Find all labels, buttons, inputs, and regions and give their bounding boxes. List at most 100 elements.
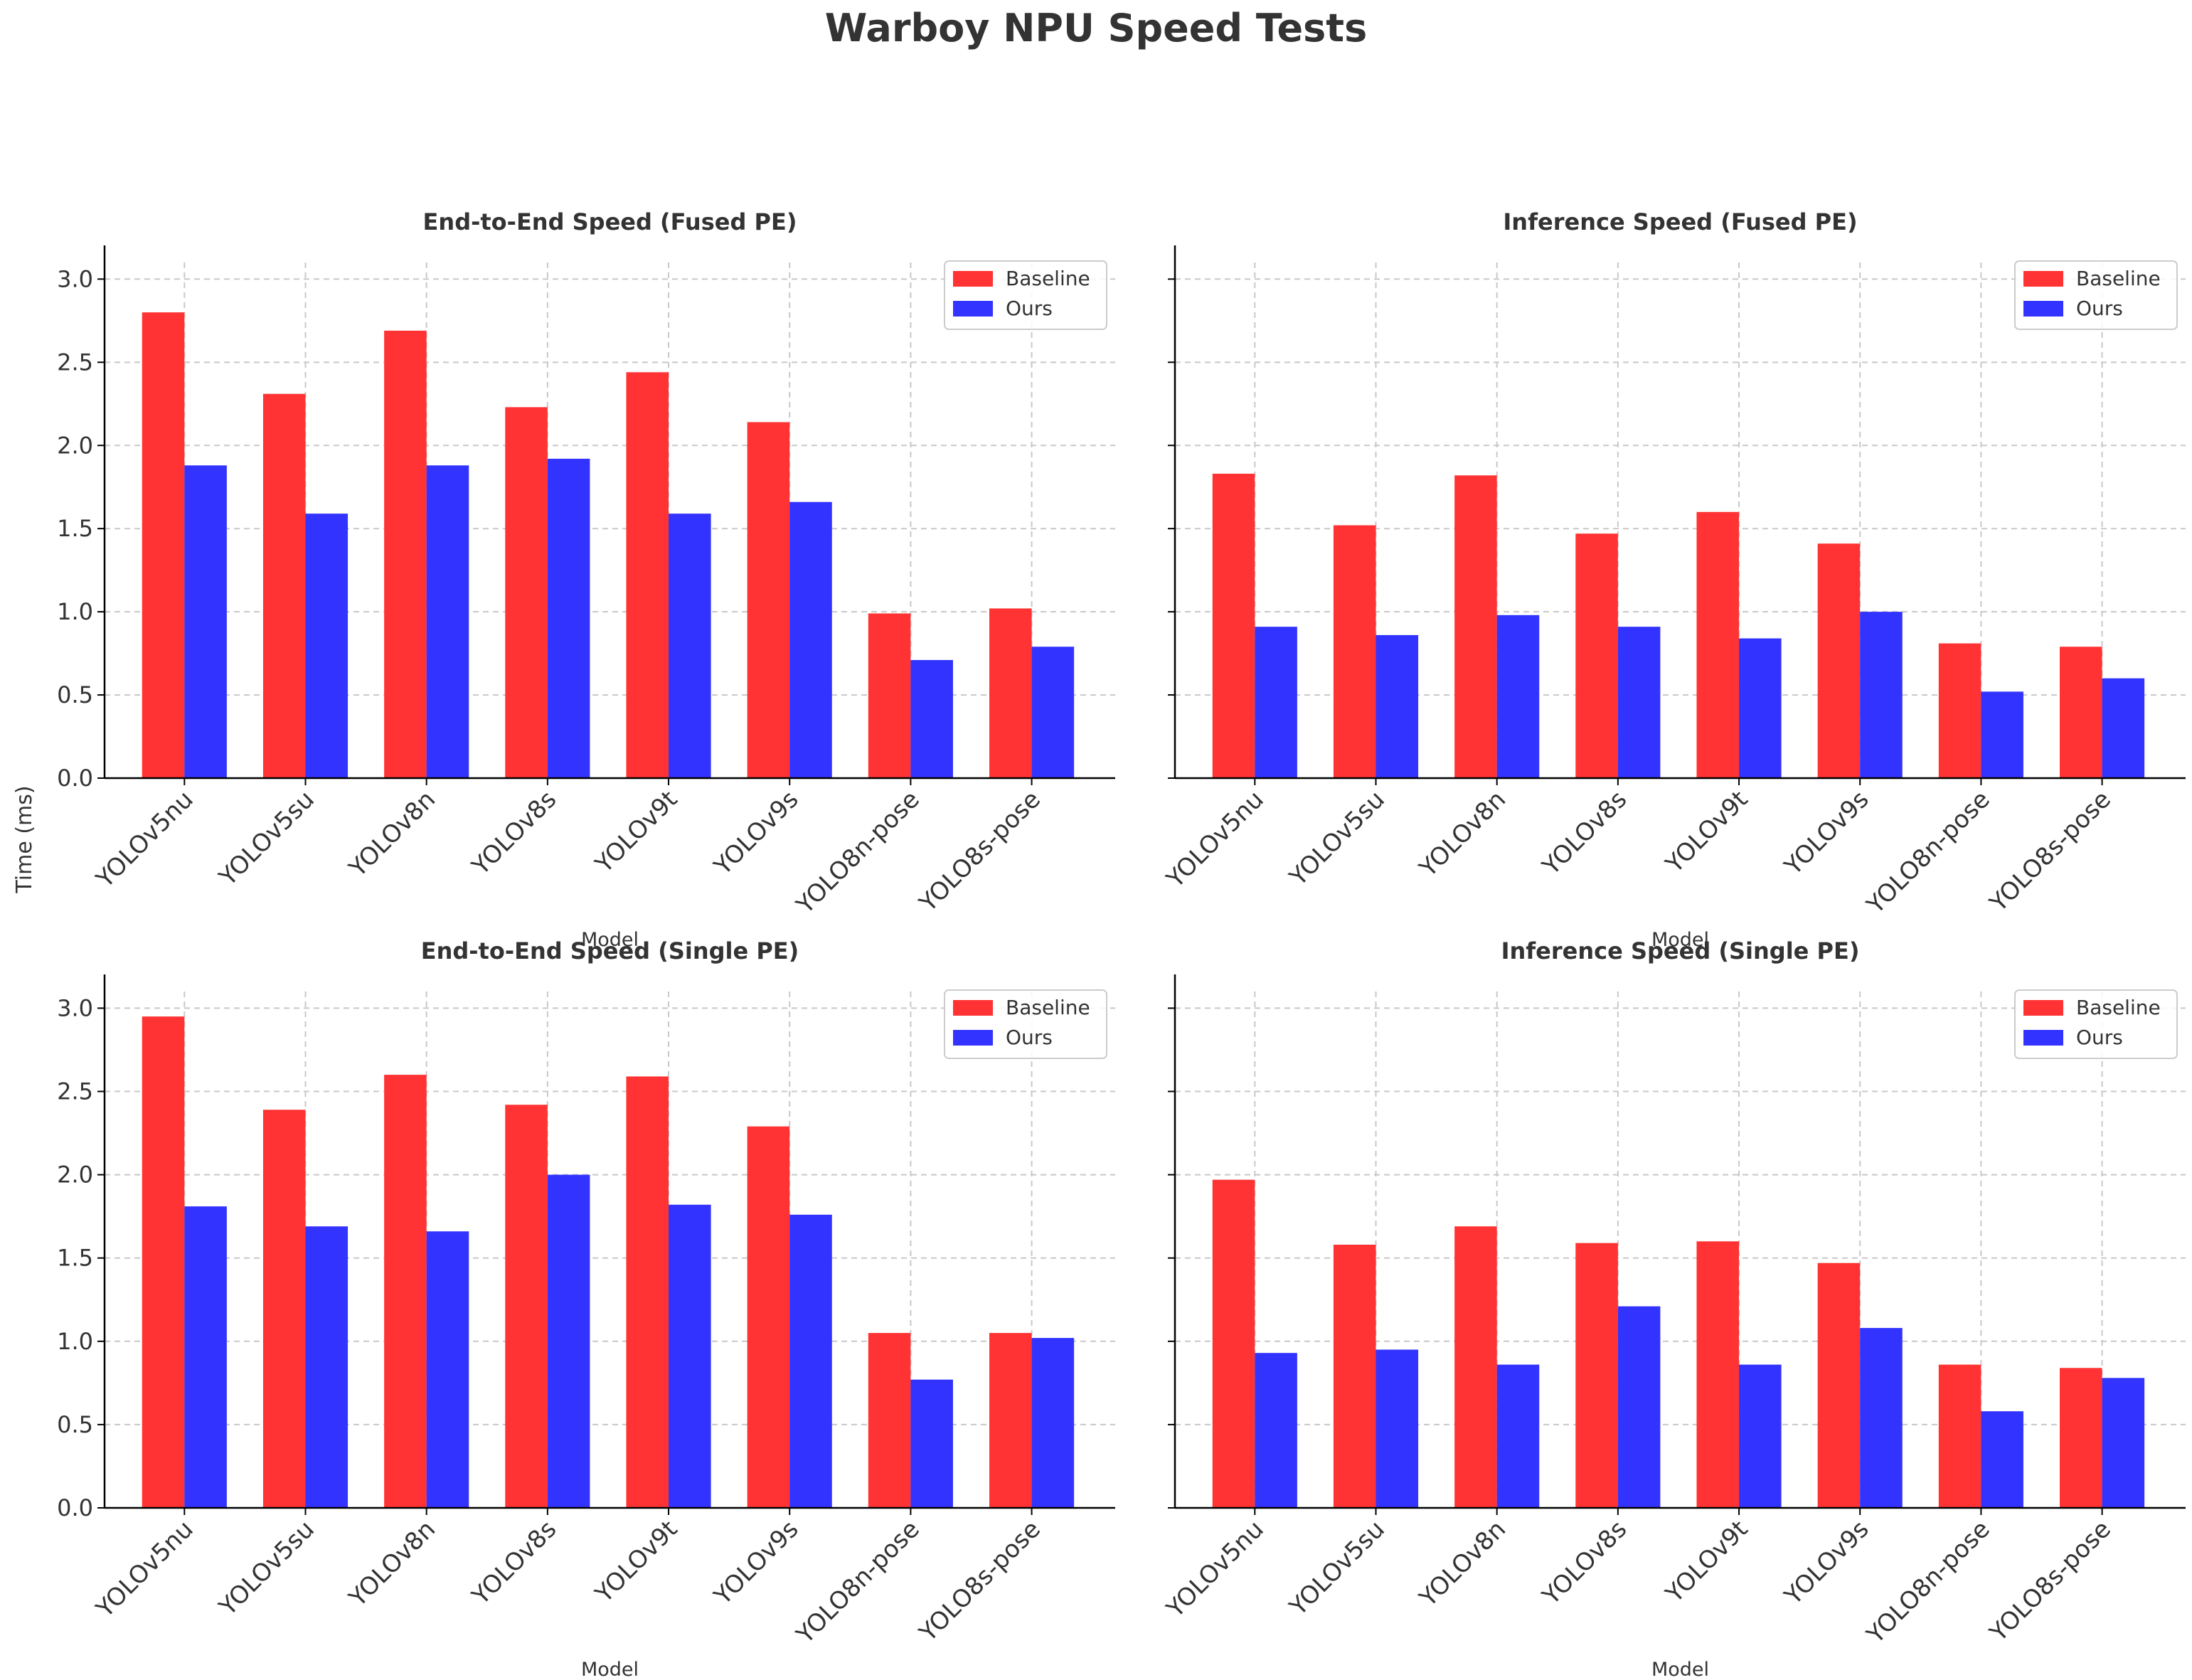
legend: Baseline Ours — [944, 989, 1107, 1059]
bar-ours-yolov5nu — [184, 1206, 227, 1508]
bar-ours-yolov8n — [1496, 1364, 1540, 1508]
legend-swatch-ours — [2023, 1030, 2063, 1046]
bar-ours-yolov9s — [1860, 1328, 1903, 1508]
bar-baseline-yolo8s-pose — [2060, 1368, 2102, 1508]
bar-baseline-yolo8n-pose — [1938, 1364, 1981, 1508]
y-tick-label: 2.0 — [57, 432, 93, 459]
x-axis-label: Model — [581, 929, 639, 951]
bar-ours-yolo8s-pose — [1031, 1338, 1075, 1508]
legend-label-baseline: Baseline — [1006, 996, 1090, 1019]
bar-ours-yolov8s — [1617, 1306, 1661, 1508]
bar-baseline-yolov5su — [262, 1110, 306, 1508]
bar-baseline-yolov9t — [626, 1076, 669, 1508]
bar-baseline-yolov9s — [747, 422, 790, 778]
bar-ours-yolo8s-pose — [2102, 678, 2145, 778]
y-tick-label: 2.5 — [57, 1078, 93, 1105]
bar-ours-yolov8s — [547, 458, 590, 778]
bar-ours-yolo8n-pose — [910, 1379, 953, 1508]
bar-baseline-yolov9s — [1817, 543, 1861, 778]
bar-ours-yolo8n-pose — [910, 659, 953, 778]
bar-ours-yolo8s-pose — [2102, 1378, 2145, 1508]
bar-baseline-yolo8n-pose — [868, 1333, 911, 1508]
bar-baseline-yolo8n-pose — [868, 613, 911, 778]
bar-ours-yolov9t — [669, 1204, 711, 1508]
legend-swatch-ours — [953, 1030, 993, 1046]
bar-baseline-yolov8s — [505, 407, 548, 778]
legend-label-baseline: Baseline — [2076, 267, 2161, 290]
legend-swatch-baseline — [953, 1000, 993, 1016]
x-axis-label: Model — [1651, 1659, 1709, 1680]
bar-ours-yolov9s — [789, 501, 832, 778]
bar-ours-yolov8s — [1617, 627, 1661, 778]
legend-label-baseline: Baseline — [2076, 996, 2161, 1019]
x-axis-label: Model — [1651, 929, 1709, 951]
y-tick-label: 0.5 — [57, 681, 93, 708]
bar-baseline-yolov5nu — [1212, 474, 1255, 778]
bar-baseline-yolov5su — [1333, 525, 1376, 778]
legend-label-ours: Ours — [2076, 297, 2123, 320]
y-tick-label: 1.5 — [57, 515, 93, 542]
bar-ours-yolov9t — [1739, 1364, 1782, 1508]
shared-y-axis-label: Time (ms) — [12, 785, 37, 893]
bar-ours-yolov5nu — [1255, 627, 1297, 778]
y-tick-label: 1.5 — [57, 1245, 93, 1272]
bar-baseline-yolov5su — [262, 393, 306, 778]
bar-baseline-yolov8n — [1454, 1226, 1497, 1508]
bar-ours-yolov8s — [547, 1174, 590, 1508]
bar-baseline-yolo8n-pose — [1938, 643, 1981, 778]
subplot-title: End-to-End Speed (Fused PE) — [423, 208, 797, 235]
bar-baseline-yolo8s-pose — [2060, 647, 2102, 778]
bar-baseline-yolov5nu — [142, 1016, 185, 1508]
bar-baseline-yolov8s — [505, 1105, 548, 1508]
y-tick-label: 1.0 — [57, 598, 93, 625]
legend: Baseline Ours — [2014, 989, 2178, 1059]
legend-label-ours: Ours — [1006, 1026, 1053, 1049]
bar-ours-yolo8n-pose — [1981, 1411, 2023, 1508]
bar-ours-yolov8n — [1496, 615, 1540, 778]
y-tick-label: 3.0 — [57, 994, 93, 1021]
legend: Baseline Ours — [944, 260, 1107, 330]
bar-ours-yolov5su — [305, 1226, 349, 1508]
legend: Baseline Ours — [2014, 260, 2178, 330]
bar-baseline-yolo8s-pose — [989, 1333, 1032, 1508]
bar-baseline-yolo8s-pose — [989, 608, 1032, 778]
legend-label-ours: Ours — [1006, 297, 1053, 320]
legend-swatch-baseline — [953, 271, 993, 287]
subplot-title: Inference Speed (Single PE) — [1501, 937, 1860, 964]
y-tick-label: 0.0 — [57, 1494, 93, 1521]
legend-swatch-baseline — [2023, 271, 2063, 287]
bar-ours-yolov5nu — [184, 465, 227, 778]
bar-baseline-yolov5nu — [1212, 1179, 1255, 1508]
legend-swatch-ours — [2023, 301, 2063, 317]
bar-baseline-yolov9t — [1696, 511, 1740, 778]
bar-ours-yolov9s — [789, 1214, 832, 1508]
subplot-title: Inference Speed (Fused PE) — [1503, 208, 1857, 235]
bar-baseline-yolov8n — [384, 1075, 427, 1508]
x-axis-label: Model — [581, 1659, 639, 1680]
bar-ours-yolov5su — [1376, 1349, 1419, 1508]
figure-title: Warboy NPU Speed Tests — [825, 6, 1368, 50]
legend-swatch-ours — [953, 301, 993, 317]
bar-baseline-yolov5su — [1333, 1244, 1376, 1508]
legend-label-ours: Ours — [2076, 1026, 2123, 1049]
bar-baseline-yolov8s — [1575, 533, 1618, 778]
y-tick-label: 3.0 — [57, 265, 93, 292]
subplot-title: End-to-End Speed (Single PE) — [421, 937, 799, 964]
legend-label-baseline: Baseline — [1006, 267, 1090, 290]
bar-ours-yolov5nu — [1255, 1353, 1297, 1508]
y-tick-label: 2.5 — [57, 349, 93, 376]
bar-baseline-yolov5nu — [142, 312, 185, 779]
y-tick-label: 2.0 — [57, 1161, 93, 1189]
bar-ours-yolov9t — [1739, 638, 1782, 778]
bar-baseline-yolov8n — [384, 330, 427, 778]
bar-ours-yolov5su — [305, 514, 349, 778]
bar-ours-yolov9t — [669, 514, 711, 778]
y-tick-label: 0.5 — [57, 1411, 93, 1438]
bar-ours-yolov9s — [1860, 612, 1903, 778]
bar-ours-yolo8s-pose — [1031, 647, 1075, 778]
bar-baseline-yolov8s — [1575, 1243, 1618, 1508]
bar-ours-yolo8n-pose — [1981, 691, 2023, 778]
legend-swatch-baseline — [2023, 1000, 2063, 1016]
